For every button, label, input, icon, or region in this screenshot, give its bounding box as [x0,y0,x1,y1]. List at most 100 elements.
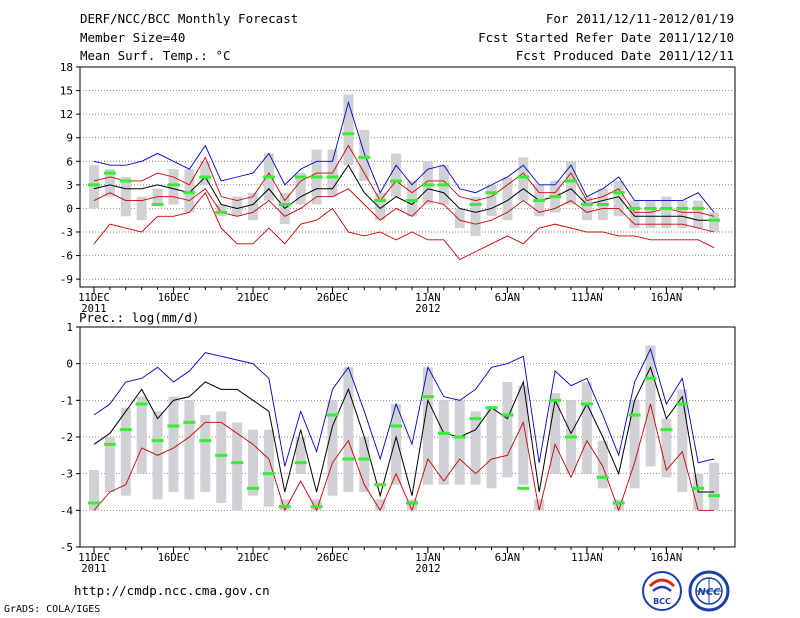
observed-marker [88,183,100,187]
observed-marker [660,428,673,432]
ensemble-box [216,204,227,217]
ncc-logo: NCC [688,570,730,612]
observed-marker [596,475,609,479]
series-line-max [93,100,715,213]
observed-marker [247,486,259,490]
ensemble-box [248,429,258,496]
ensemble-box [295,173,306,205]
observed-marker [517,175,530,179]
observed-marker [119,428,132,432]
observed-marker [278,203,291,206]
observed-marker [215,210,228,214]
observed-marker [644,206,657,210]
ensemble-box [566,161,576,205]
y-tick-label: -5 [60,541,73,554]
series-line-lower [93,188,715,233]
ensemble-box [343,94,354,166]
ensemble-box [295,437,306,474]
y-tick-label: -3 [60,468,73,481]
observed-marker [390,424,403,428]
series-line-max [93,347,715,467]
ensemble-box [502,382,513,478]
ensemble-box [375,499,386,511]
observed-marker [533,199,546,203]
x-tick-sublabel: 2011 [81,303,106,315]
observed-marker [612,501,625,505]
observed-marker [485,406,498,410]
y-tick-label: -1 [60,394,73,407]
ensemble-box [248,192,258,221]
observed-marker [676,402,689,406]
source-url[interactable]: http://cmdp.ncc.cma.gov.cn [74,583,270,598]
ensemble-box [677,200,688,229]
ensemble-box [200,415,211,492]
ensemble-box [486,407,497,489]
x-tick-sublabel: 2011 [81,563,106,575]
y-tick-label: 3 [66,179,73,192]
ensemble-box [613,180,624,217]
observed-marker [358,155,371,159]
observed-marker [469,203,482,206]
plot-frame [79,66,736,288]
x-tick-label: 11DEC [78,292,110,304]
observed-marker [326,413,339,417]
y-tick-label: 12 [60,108,73,121]
y-tick-label: 15 [60,85,73,98]
ensemble-box [184,169,195,213]
observed-marker [660,206,673,210]
observed-marker [135,402,148,406]
ensemble-box [200,161,211,185]
y-tick-label: -9 [60,273,73,286]
chart-title: DERF/NCC/BCC Monthly Forecast [80,11,299,26]
ensemble-box [613,499,624,511]
observed-marker [358,457,371,461]
observed-marker [565,179,577,183]
observed-marker [151,439,164,443]
observed-marker [262,472,275,476]
ensemble-box [454,400,465,485]
bcc-logo-text: BCC [653,597,671,606]
ncc-logo-text: NCC [697,587,721,598]
observed-marker [501,413,514,417]
ensemble-box [279,499,290,511]
x-tick-label: 26DEC [317,552,349,564]
observed-marker [612,191,625,195]
ensemble-box [327,400,338,496]
observed-marker [628,413,641,417]
observed-marker [88,501,100,505]
grads-credit: GrADS: COLA/IGES [4,604,101,615]
y-tick-label: 1 [66,321,73,334]
y-tick-label: -3 [60,226,73,239]
ensemble-box [216,411,227,503]
x-tick-label: 11JAN [571,552,603,564]
x-tick-label: 16JAN [651,552,683,564]
ensemble-box [184,400,195,500]
x-tick-label: 11DEC [78,552,110,564]
ensemble-box [311,499,322,511]
observed-marker [199,175,212,179]
observed-marker [374,199,387,203]
x-tick-label: 21DEC [237,552,269,564]
ensemble-box [470,196,481,236]
y-tick-label: 0 [66,358,73,371]
x-tick-label: 6JAN [495,292,520,304]
ensemble-box [438,400,449,485]
y-tick-label: 6 [66,155,73,168]
observed-marker [183,191,196,195]
observed-marker [278,505,291,509]
observed-marker [421,183,434,187]
series-line-min [93,191,715,261]
series-line-upper [93,144,715,217]
ensemble-box [375,192,386,221]
observed-marker [644,376,657,380]
observed-marker [183,420,196,424]
observed-marker [676,206,689,210]
variable-label: Mean Surf. Temp.: °C [80,48,231,63]
member-size: Member Size=40 [80,30,186,45]
observed-marker [692,486,705,490]
observed-marker [390,179,403,183]
ensemble-box [120,407,131,496]
observed-marker [421,395,434,399]
